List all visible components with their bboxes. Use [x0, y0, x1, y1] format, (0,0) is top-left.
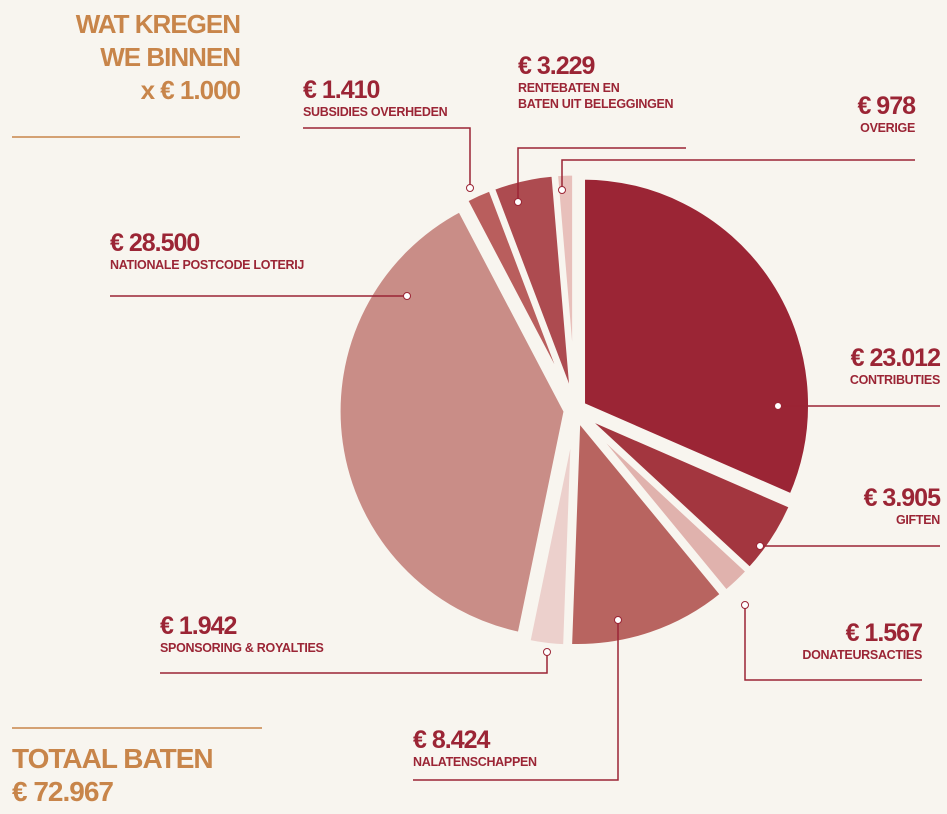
pie-slice	[579, 414, 752, 597]
category-label: NATIONALE POSTCODE LOTERIJ	[110, 258, 305, 272]
leader-dot	[774, 402, 782, 410]
total-value: € 72.967	[12, 776, 114, 807]
category-label: CONTRIBUTIES	[849, 373, 940, 387]
slice-label: € 3.229 RENTEBATEN EN BATEN UIT BELEGGING…	[518, 52, 674, 112]
category-label: GIFTEN	[895, 513, 940, 527]
category-label: NALATENSCHAPPEN	[413, 755, 537, 769]
slice-label: € 8.424 NALATENSCHAPPEN	[413, 726, 537, 770]
leader-dot	[466, 184, 474, 192]
title: WAT KREGEN WE BINNEN x € 1.000	[75, 8, 241, 107]
leader-line	[160, 652, 548, 674]
leader-line	[517, 147, 686, 202]
subtitle: x € 1.000	[140, 75, 241, 105]
leader-line	[413, 620, 619, 781]
slice-label: € 23.012 CONTRIBUTIES	[849, 344, 941, 388]
leader-line	[744, 605, 922, 681]
value-label: € 1.410	[303, 76, 380, 104]
value-label: € 1.567	[845, 619, 923, 647]
pie-slice	[580, 174, 813, 500]
leader-dot	[403, 292, 411, 300]
title-line: WAT KREGEN	[75, 9, 241, 39]
value-label: € 3.229	[518, 52, 595, 80]
value-label: € 978	[857, 92, 916, 120]
slice-label: € 978 OVERIGE	[857, 92, 916, 136]
pie-slice	[552, 170, 578, 402]
pie-slice	[335, 206, 569, 638]
leader-line	[303, 127, 471, 188]
pie-slice	[566, 411, 727, 649]
category-label: SUBSIDIES OVERHEDEN	[303, 105, 448, 119]
leader-dot	[558, 186, 566, 194]
total-block: TOTAAL BATEN € 72.967	[12, 742, 214, 808]
value-label: € 3.905	[863, 484, 941, 512]
total-label: TOTAAL BATEN	[12, 743, 214, 774]
slice-label: € 28.500 NATIONALE POSTCODE LOTERIJ	[110, 229, 304, 273]
leader-dot	[756, 542, 764, 550]
category-label: DONATEURSACTIES	[802, 648, 922, 662]
value-label: € 23.012	[850, 344, 941, 372]
leader-dot	[741, 601, 749, 609]
slice-label: € 3.905 GIFTEN	[863, 484, 941, 528]
slice-label: € 1.942 SPONSORING & ROYALTIES	[160, 612, 324, 656]
category-label: SPONSORING & ROYALTIES	[160, 641, 324, 655]
value-label: € 1.942	[160, 612, 237, 640]
leader-dot	[543, 648, 551, 656]
slice-label: € 1.410 SUBSIDIES OVERHEDEN	[303, 76, 448, 120]
title-line: WE BINNEN	[100, 42, 241, 72]
value-label: € 28.500	[110, 229, 200, 257]
slice-label: € 1.567 DONATEURSACTIES	[802, 619, 923, 663]
value-label: € 8.424	[413, 726, 490, 754]
leader-dot	[514, 198, 522, 206]
category-label: OVERIGE	[860, 121, 915, 135]
leader-line	[561, 159, 915, 190]
pie-slice	[524, 418, 577, 650]
leader-dot	[614, 616, 622, 624]
category-label: RENTEBATEN EN BATEN UIT BELEGGINGEN	[518, 81, 674, 111]
